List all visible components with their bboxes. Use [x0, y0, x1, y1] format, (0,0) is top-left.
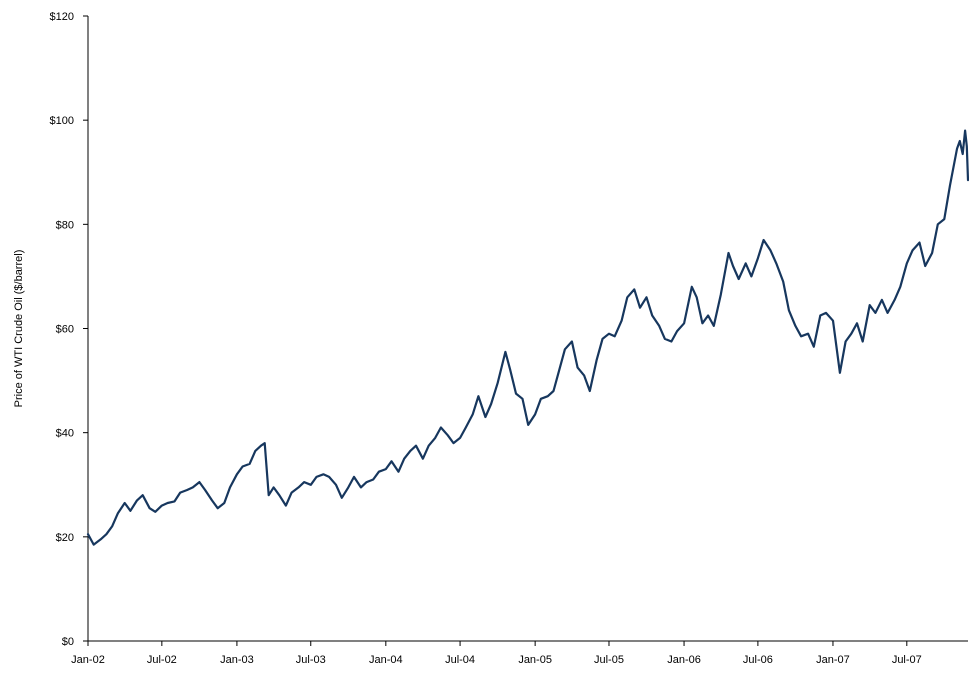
y-tick-label: $40: [56, 428, 74, 440]
price-series-line: [86, 129, 969, 546]
y-tick-label: $0: [62, 636, 74, 648]
y-tick-label: $120: [50, 11, 74, 23]
x-tick-label: Jan-04: [369, 654, 403, 666]
y-tick-label: $20: [56, 532, 74, 544]
x-tick-label: Jan-02: [71, 654, 105, 666]
y-tick-label: $80: [56, 219, 74, 231]
y-axis-title: Price of WTI Crude Oil ($/barrel): [13, 250, 25, 408]
y-tick-label: $60: [56, 324, 74, 336]
x-tick-label: Jan-03: [220, 654, 254, 666]
x-axis-ticks: Jan-02 Jul-02 Jan-03 Jul-03 Jan-04 Jul-04 Jan-…: [71, 641, 922, 666]
y-axis-ticks: $0 $20 $40 $60 $80 $100 $120: [50, 11, 88, 648]
x-tick-label: Jan-05: [518, 654, 552, 666]
x-tick-label: Jul-05: [594, 654, 624, 666]
x-tick-label: Jul-06: [743, 654, 773, 666]
x-tick-label: Jan-06: [667, 654, 701, 666]
y-tick-label: $100: [50, 115, 74, 127]
x-tick-label: Jul-04: [445, 654, 475, 666]
x-tick-label: Jul-07: [892, 654, 922, 666]
x-tick-label: Jul-02: [147, 654, 177, 666]
x-tick-label: Jan-07: [816, 654, 850, 666]
x-tick-label: Jul-03: [296, 654, 326, 666]
